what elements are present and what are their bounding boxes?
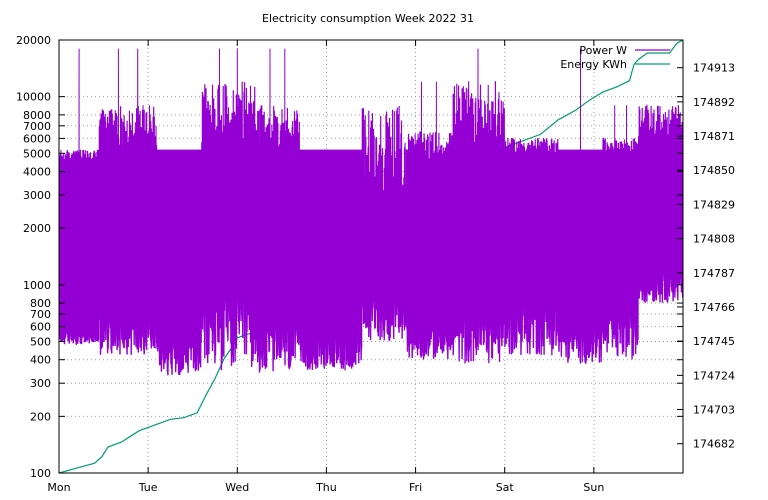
y2-tick-label: 174682 [693,438,735,451]
power-series-segment [98,48,158,355]
y-tick-label: 400 [30,354,51,367]
x-tick-label: Tue [138,481,158,494]
power-series-segment [557,48,603,364]
y2-tick-label: 174871 [693,130,735,143]
y-tick-label: 20000 [16,34,51,47]
y-tick-label: 200 [30,410,51,423]
power-series-segment [156,149,202,376]
y2-tick-label: 174745 [693,335,735,348]
y2-tick-label: 174808 [693,233,735,246]
power-series-segment [406,81,452,360]
y-tick-label: 300 [30,377,51,390]
power-series-segment [504,137,559,356]
x-tick-label: Mon [47,481,70,494]
x-tick-label: Sun [583,481,604,494]
power-series-segment [201,48,256,371]
y-tick-label: 600 [30,321,51,334]
y-tick-label: 2000 [23,222,51,235]
y-tick-label: 8000 [23,109,51,122]
y-tick-label: 4000 [23,166,51,179]
legend: Power W Energy KWh [560,44,670,71]
chart-title: Electricity consumption Week 2022 31 [262,12,474,25]
x-tick-label: Fri [409,481,422,494]
y-tick-label: 1000 [23,279,51,292]
y2-tick-label: 174787 [693,267,735,280]
y2-tick-label: 174724 [693,369,735,382]
y-tick-label: 7000 [23,120,51,133]
y-tick-label: 3000 [23,189,51,202]
power-series-segment [299,149,363,371]
power-series-segment [637,104,684,303]
x-tick-label: Sat [496,481,515,494]
y-tick-label: 800 [30,297,51,310]
y2-tick-label: 174913 [693,62,735,75]
y2-tick-label: 174892 [693,96,735,109]
power-series-segment [254,48,300,373]
legend-power-label: Power W [579,44,627,57]
power-series-segment [602,105,639,360]
power-series-segment [450,48,505,364]
x-tick-label: Wed [225,481,249,494]
x-tick-label: Thu [315,481,337,494]
y-tick-label: 5000 [23,147,51,160]
y2-tick-label: 174703 [693,404,735,417]
y2-tick-label: 174850 [693,164,735,177]
y2-tick-label: 174829 [693,198,735,211]
plot-frame [58,39,684,474]
power-series-segment [58,48,100,345]
y-tick-label: 100 [30,467,51,480]
y-tick-label: 10000 [16,91,51,104]
legend-energy-label: Energy KWh [560,58,627,71]
power-series-segment [361,105,407,342]
y-tick-label: 700 [30,308,51,321]
y-tick-label: 500 [30,335,51,348]
y2-tick-label: 174766 [693,301,735,314]
y-tick-label: 6000 [23,132,51,145]
power-series-layer [58,48,684,376]
